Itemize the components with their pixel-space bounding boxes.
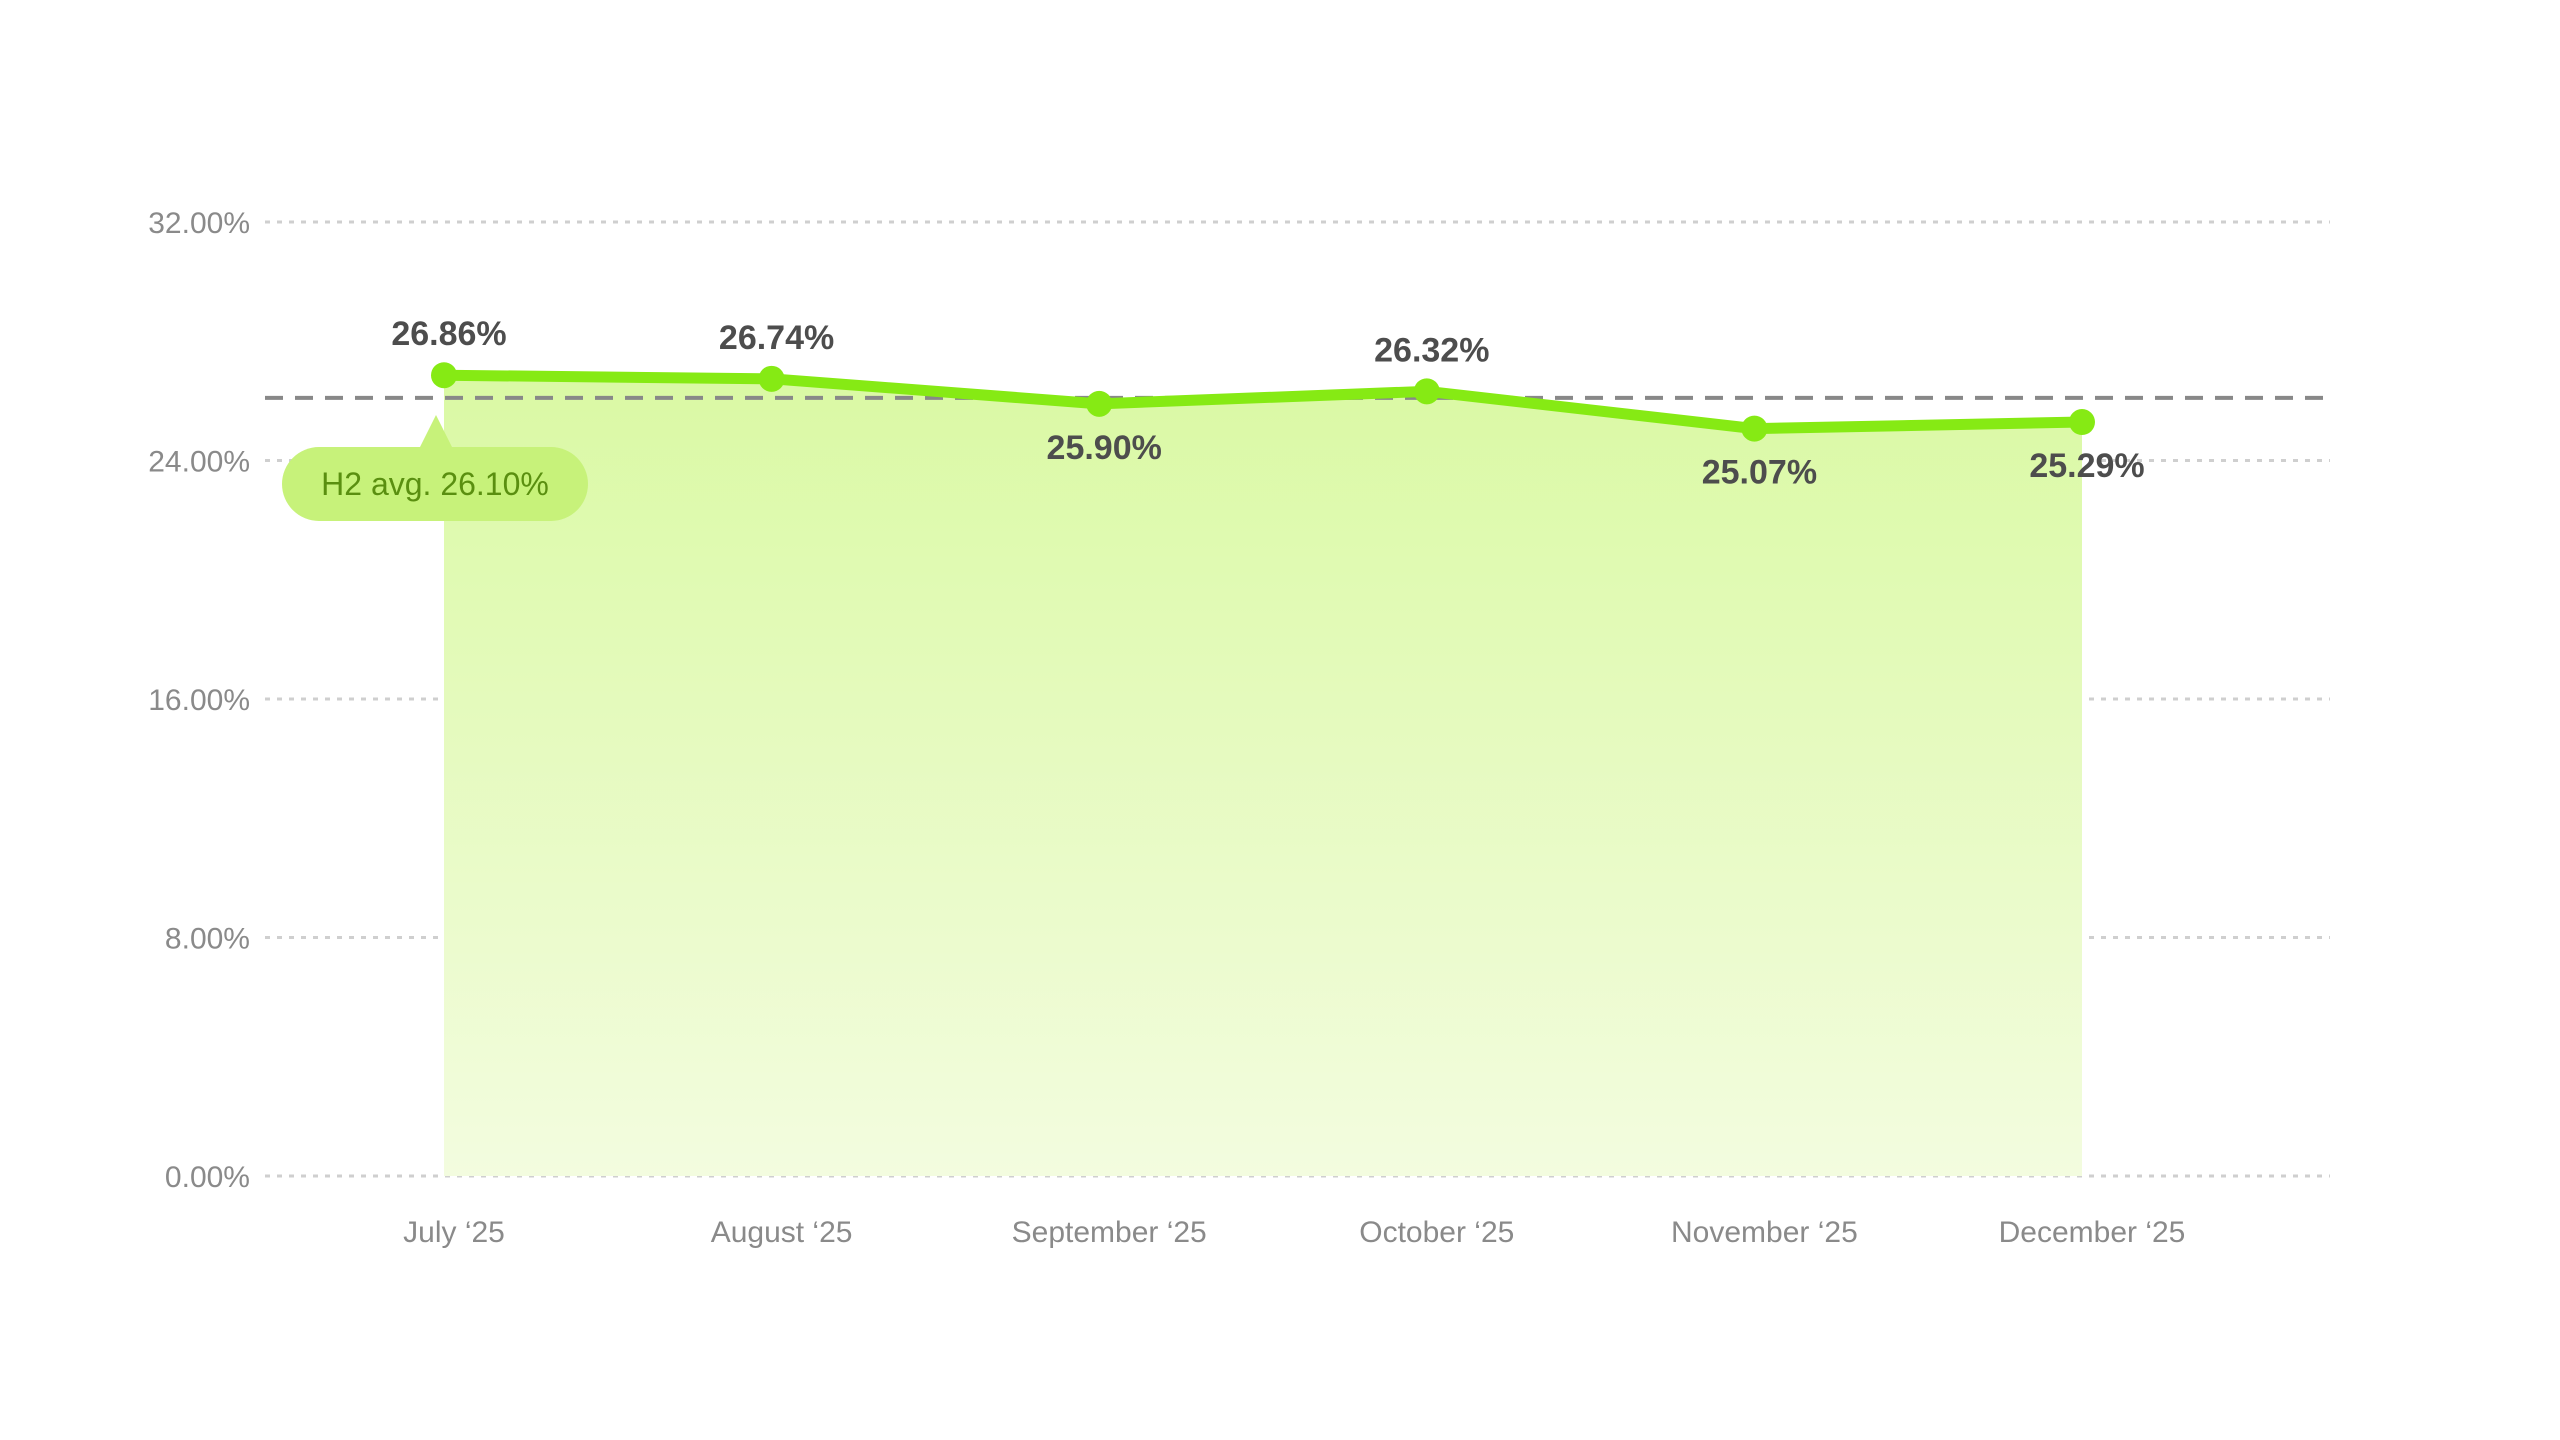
average-badge — [282, 447, 588, 521]
area-fill — [444, 375, 2082, 1177]
point-layer — [431, 362, 2095, 442]
data-point — [758, 365, 785, 392]
x-axis-layer: July ‘25 August ‘25 September ‘25 October ‘… — [403, 1216, 2185, 1249]
series-line — [438, 369, 2088, 435]
line-layer — [438, 369, 2088, 435]
data-label: 25.90% — [1047, 429, 1162, 467]
data-label: 25.29% — [2029, 447, 2144, 485]
data-label: 26.32% — [1374, 331, 1489, 369]
data-point — [431, 362, 457, 389]
x-tick-label: October ‘25 — [1359, 1216, 1514, 1249]
y-tick-label: 24.00% — [148, 446, 250, 479]
average-badge-label: H2 avg. 26.10% — [321, 466, 549, 502]
x-tick-label: September ‘25 — [1012, 1216, 1207, 1249]
average-badge-pointer — [419, 415, 453, 449]
x-tick-label: December ‘25 — [1999, 1216, 2186, 1249]
y-tick-label: 32.00% — [148, 207, 250, 240]
data-label: 25.07% — [1702, 454, 1817, 492]
average-badge-layer: H2 avg. 26.10% — [282, 415, 588, 521]
data-label-layer: 26.86% 26.74% 25.90% 26.32% 25.07% 25.29% — [391, 315, 2144, 491]
x-tick-label: July ‘25 — [403, 1216, 505, 1249]
x-tick-label: August ‘25 — [711, 1216, 853, 1249]
data-point — [1086, 390, 1113, 417]
y-tick-label: 8.00% — [165, 923, 250, 956]
area-layer — [444, 375, 2082, 1177]
y-tick-label: 0.00% — [165, 1161, 250, 1194]
data-label: 26.74% — [719, 319, 834, 357]
data-label: 26.86% — [391, 315, 506, 353]
x-tick-label: November ‘25 — [1671, 1216, 1858, 1249]
data-point — [1413, 378, 1440, 405]
data-point — [2069, 409, 2095, 436]
data-point — [1741, 415, 1768, 442]
y-tick-label: 16.00% — [148, 684, 250, 717]
